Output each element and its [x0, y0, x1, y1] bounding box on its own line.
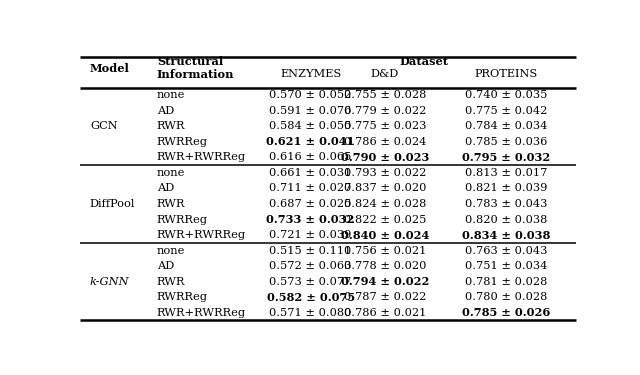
Text: none: none	[157, 90, 185, 101]
Text: Structural: Structural	[157, 57, 223, 68]
Text: 0.584 ± 0.055: 0.584 ± 0.055	[269, 122, 352, 131]
Text: 0.756 ± 0.021: 0.756 ± 0.021	[344, 246, 426, 256]
Text: RWR: RWR	[157, 122, 186, 131]
Text: RWR+RWRReg: RWR+RWRReg	[157, 230, 246, 240]
Text: Information: Information	[157, 69, 234, 80]
Text: DiffPool: DiffPool	[90, 199, 135, 209]
Text: RWR: RWR	[157, 199, 186, 209]
Text: 0.824 ± 0.028: 0.824 ± 0.028	[344, 199, 426, 209]
Text: 0.591 ± 0.076: 0.591 ± 0.076	[269, 106, 352, 116]
Text: RWRReg: RWRReg	[157, 292, 208, 302]
Text: ENZYMES: ENZYMES	[280, 69, 341, 80]
Text: 0.763 ± 0.043: 0.763 ± 0.043	[465, 246, 548, 256]
Text: 0.573 ± 0.077: 0.573 ± 0.077	[269, 277, 352, 286]
Text: 0.784 ± 0.034: 0.784 ± 0.034	[465, 122, 548, 131]
Text: 0.515 ± 0.111: 0.515 ± 0.111	[269, 246, 352, 256]
Text: 0.751 ± 0.034: 0.751 ± 0.034	[465, 261, 548, 271]
Text: AD: AD	[157, 261, 174, 271]
Text: 0.783 ± 0.043: 0.783 ± 0.043	[465, 199, 548, 209]
Text: RWR+RWRReg: RWR+RWRReg	[157, 153, 246, 162]
Text: PROTEINS: PROTEINS	[475, 69, 538, 80]
Text: 0.794 ± 0.022: 0.794 ± 0.022	[341, 276, 429, 287]
Text: 0.616 ± 0.065: 0.616 ± 0.065	[269, 153, 352, 162]
Text: 0.721 ± 0.039: 0.721 ± 0.039	[269, 230, 352, 240]
Text: 0.820 ± 0.038: 0.820 ± 0.038	[465, 214, 548, 225]
Text: none: none	[157, 246, 185, 256]
Text: 0.740 ± 0.035: 0.740 ± 0.035	[465, 90, 548, 101]
Text: AD: AD	[157, 106, 174, 116]
Text: 0.778 ± 0.020: 0.778 ± 0.020	[344, 261, 426, 271]
Text: 0.661 ± 0.031: 0.661 ± 0.031	[269, 168, 352, 178]
Text: 0.775 ± 0.023: 0.775 ± 0.023	[344, 122, 426, 131]
Text: RWR: RWR	[157, 277, 186, 286]
Text: 0.711 ± 0.027: 0.711 ± 0.027	[269, 183, 352, 194]
Text: 0.813 ± 0.017: 0.813 ± 0.017	[465, 168, 548, 178]
Text: 0.795 ± 0.032: 0.795 ± 0.032	[463, 152, 550, 163]
Text: 0.582 ± 0.075: 0.582 ± 0.075	[267, 292, 355, 303]
Text: RWR+RWRReg: RWR+RWRReg	[157, 308, 246, 318]
Text: 0.571 ± 0.080: 0.571 ± 0.080	[269, 308, 352, 318]
Text: 0.621 ± 0.041: 0.621 ± 0.041	[266, 136, 355, 147]
Text: 0.786 ± 0.021: 0.786 ± 0.021	[344, 308, 426, 318]
Text: 0.790 ± 0.023: 0.790 ± 0.023	[341, 152, 429, 163]
Text: 0.822 ± 0.025: 0.822 ± 0.025	[344, 214, 426, 225]
Text: 0.793 ± 0.022: 0.793 ± 0.022	[344, 168, 426, 178]
Text: k-GNN: k-GNN	[90, 277, 129, 286]
Text: 0.733 ± 0.032: 0.733 ± 0.032	[266, 214, 355, 225]
Text: GCN: GCN	[90, 122, 118, 131]
Text: 0.834 ± 0.038: 0.834 ± 0.038	[462, 230, 551, 240]
Text: 0.687 ± 0.025: 0.687 ± 0.025	[269, 199, 352, 209]
Text: RWRReg: RWRReg	[157, 137, 208, 147]
Text: RWRReg: RWRReg	[157, 214, 208, 225]
Text: 0.785 ± 0.036: 0.785 ± 0.036	[465, 137, 548, 147]
Text: none: none	[157, 168, 185, 178]
Text: 0.775 ± 0.042: 0.775 ± 0.042	[465, 106, 548, 116]
Text: AD: AD	[157, 183, 174, 194]
Text: 0.779 ± 0.022: 0.779 ± 0.022	[344, 106, 426, 116]
Text: Model: Model	[90, 63, 130, 74]
Text: D&D: D&D	[371, 69, 399, 80]
Text: Dataset: Dataset	[399, 57, 448, 68]
Text: 0.840 ± 0.024: 0.840 ± 0.024	[341, 230, 429, 240]
Text: 0.570 ± 0.052: 0.570 ± 0.052	[269, 90, 352, 101]
Text: 0.785 ± 0.026: 0.785 ± 0.026	[463, 307, 550, 318]
Text: 0.781 ± 0.028: 0.781 ± 0.028	[465, 277, 548, 286]
Text: 0.755 ± 0.028: 0.755 ± 0.028	[344, 90, 426, 101]
Text: 0.821 ± 0.039: 0.821 ± 0.039	[465, 183, 548, 194]
Text: 0.786 ± 0.024: 0.786 ± 0.024	[344, 137, 426, 147]
Text: 0.787 ± 0.022: 0.787 ± 0.022	[344, 292, 426, 302]
Text: 0.780 ± 0.028: 0.780 ± 0.028	[465, 292, 548, 302]
Text: 0.572 ± 0.063: 0.572 ± 0.063	[269, 261, 352, 271]
Text: 0.837 ± 0.020: 0.837 ± 0.020	[344, 183, 426, 194]
